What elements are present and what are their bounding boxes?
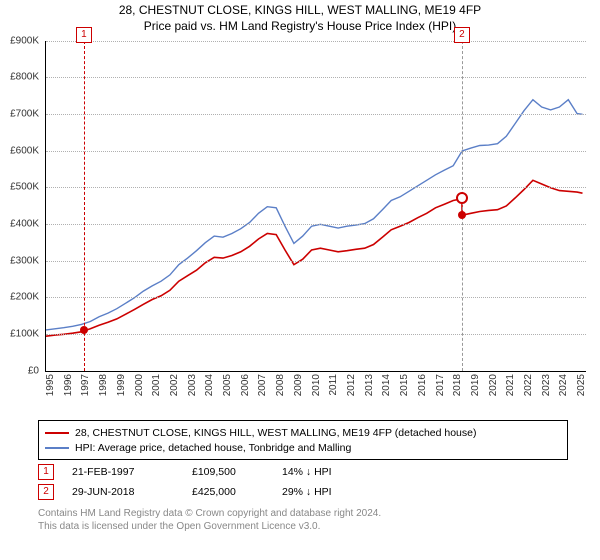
x-tick-label: 2008: [275, 374, 286, 396]
chart-area: 12 £0£100K£200K£300K£400K£500K£600K£700K…: [45, 41, 585, 401]
sale-row-date: 21-FEB-1997: [72, 466, 192, 478]
x-tick-label: 2016: [417, 374, 428, 396]
gridline: [46, 297, 586, 298]
sale-row-pct: 14% ↓ HPI: [282, 466, 402, 478]
y-tick-label: £200K: [0, 292, 39, 303]
y-tick-label: £800K: [0, 72, 39, 83]
x-tick-label: 2023: [541, 374, 552, 396]
y-tick-label: £700K: [0, 108, 39, 119]
y-tick-label: £900K: [0, 35, 39, 46]
x-tick-label: 1998: [98, 374, 109, 396]
x-tick-label: 2011: [328, 374, 339, 396]
y-tick-label: £600K: [0, 145, 39, 156]
y-tick-label: £0: [0, 365, 39, 376]
x-tick-label: 2021: [505, 374, 516, 396]
x-tick-label: 2018: [452, 374, 463, 396]
x-tick-label: 2012: [346, 374, 357, 396]
y-tick-label: £500K: [0, 182, 39, 193]
sale-row-price: £425,000: [192, 486, 282, 498]
footnote: Contains HM Land Registry data © Crown c…: [38, 508, 578, 533]
footnote-line1: Contains HM Land Registry data © Crown c…: [38, 508, 578, 521]
sale-marker-line: [84, 41, 85, 371]
legend-row: HPI: Average price, detached house, Tonb…: [45, 440, 561, 455]
x-tick-label: 2019: [470, 374, 481, 396]
sale-row: 1 21-FEB-1997£109,50014% ↓ HPI: [38, 462, 402, 482]
chart-title-line1: 28, CHESTNUT CLOSE, KINGS HILL, WEST MAL…: [0, 0, 600, 19]
y-tick-label: £100K: [0, 328, 39, 339]
x-tick-label: 2020: [488, 374, 499, 396]
sale-dot-hollow: [456, 192, 468, 204]
x-tick-label: 2006: [240, 374, 251, 396]
x-tick-label: 2009: [293, 374, 304, 396]
legend: 28, CHESTNUT CLOSE, KINGS HILL, WEST MAL…: [38, 420, 568, 460]
x-tick-label: 2022: [523, 374, 534, 396]
legend-row: 28, CHESTNUT CLOSE, KINGS HILL, WEST MAL…: [45, 425, 561, 440]
x-tick-label: 2007: [257, 374, 268, 396]
legend-swatch: [45, 447, 69, 449]
x-tick-label: 2001: [151, 374, 162, 396]
plot-area: 12: [45, 41, 586, 372]
x-tick-label: 2003: [187, 374, 198, 396]
sale-dot-fill: [80, 326, 88, 334]
gridline: [46, 114, 586, 115]
gridline: [46, 261, 586, 262]
x-tick-label: 1997: [80, 374, 91, 396]
sale-marker-line: [462, 41, 463, 371]
gridline: [46, 224, 586, 225]
sale-marker-box: 1: [76, 27, 92, 43]
sale-row-date: 29-JUN-2018: [72, 486, 192, 498]
legend-label: 28, CHESTNUT CLOSE, KINGS HILL, WEST MAL…: [75, 427, 477, 439]
x-tick-label: 1996: [63, 374, 74, 396]
x-tick-label: 2024: [558, 374, 569, 396]
x-tick-label: 2025: [576, 374, 587, 396]
chart-container: 28, CHESTNUT CLOSE, KINGS HILL, WEST MAL…: [0, 0, 600, 560]
sale-dot-fill: [458, 211, 466, 219]
sale-row-marker: 2: [38, 484, 54, 500]
x-tick-label: 2010: [311, 374, 322, 396]
line-layer: [46, 41, 586, 371]
x-tick-label: 2000: [134, 374, 145, 396]
sales-table: 1 21-FEB-1997£109,50014% ↓ HPI 2 29-JUN-201…: [38, 462, 402, 502]
x-tick-label: 2002: [169, 374, 180, 396]
gridline: [46, 187, 586, 188]
x-tick-label: 1999: [116, 374, 127, 396]
gridline: [46, 77, 586, 78]
y-tick-label: £300K: [0, 255, 39, 266]
x-tick-label: 2017: [435, 374, 446, 396]
footnote-line2: This data is licensed under the Open Gov…: [38, 521, 578, 534]
x-tick-label: 2014: [381, 374, 392, 396]
y-tick-label: £400K: [0, 218, 39, 229]
x-tick-label: 2013: [364, 374, 375, 396]
legend-swatch: [45, 432, 69, 434]
price-paid-line: [46, 180, 583, 336]
sale-marker-box: 2: [454, 27, 470, 43]
x-tick-label: 2004: [204, 374, 215, 396]
x-tick-label: 1995: [45, 374, 56, 396]
gridline: [46, 151, 586, 152]
gridline: [46, 334, 586, 335]
sale-row-marker: 1: [38, 464, 54, 480]
sale-row: 2 29-JUN-2018£425,00029% ↓ HPI: [38, 482, 402, 502]
hpi-line: [46, 99, 583, 329]
gridline: [46, 41, 586, 42]
x-tick-label: 2015: [399, 374, 410, 396]
sale-row-pct: 29% ↓ HPI: [282, 486, 402, 498]
x-tick-label: 2005: [222, 374, 233, 396]
legend-label: HPI: Average price, detached house, Tonb…: [75, 442, 351, 454]
sale-row-price: £109,500: [192, 466, 282, 478]
